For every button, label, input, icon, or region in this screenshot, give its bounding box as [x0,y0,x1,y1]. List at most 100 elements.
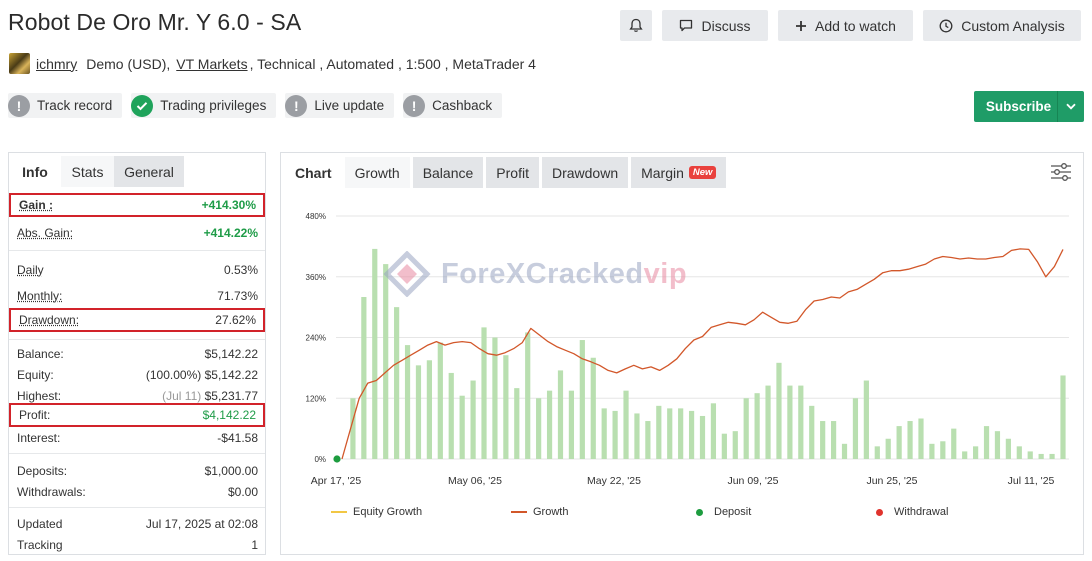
highest-date: (Jul 11) [162,389,202,403]
stat-drawdown: Drawdown: 27.62% [9,308,265,332]
legend-withdrawal[interactable]: Withdrawal [876,506,948,518]
badge-trading-privileges[interactable]: Trading privileges [131,93,277,118]
stat-label[interactable]: Monthly: [17,289,63,303]
growth-line [341,248,1064,460]
growth-bar [688,410,695,459]
growth-bar [973,446,979,459]
legend-label: Equity Growth [353,506,423,518]
stat-label[interactable]: Gain : [19,198,54,212]
equity-percent: (100.00%) [145,368,202,382]
growth-bar [361,297,367,459]
growth-bar [579,340,585,459]
chart-legend: Equity Growth Growth Deposit Withdrawal [281,506,1085,522]
stat-value: Jul 17, 2025 at 02:08 [145,517,258,531]
divider [9,507,265,508]
stat-label: Withdrawals: [17,485,86,499]
badge-cashback[interactable]: ! Cashback [403,93,503,118]
add-to-watch-label: Add to watch [815,17,896,34]
growth-bar [798,385,804,459]
growth-bar [852,398,859,459]
discuss-button[interactable]: Discuss [662,10,768,41]
stat-daily: Daily 0.53% [9,259,265,281]
exclamation-icon: ! [8,94,30,117]
growth-bar [962,451,968,459]
growth-bar [787,385,793,459]
growth-bar [481,327,487,459]
custom-analysis-button[interactable]: Custom Analysis [923,10,1081,41]
stat-value: $5,142.22 [204,368,258,382]
stat-value: $5,231.77 [204,389,258,403]
tab-stats[interactable]: Stats [61,156,114,187]
tab-profit[interactable]: Profit [486,157,539,188]
growth-bar [623,390,629,459]
notification-bell-button[interactable] [620,10,652,41]
growth-bar [514,388,520,459]
stat-label[interactable]: Daily [17,263,44,277]
stat-value: $0.00 [227,485,258,499]
watermark: ForeXCrackedvip [383,251,687,297]
avatar[interactable] [9,53,30,74]
stat-value-group: (Jul 11) $5,231.77 [162,389,258,403]
legend-growth[interactable]: Growth [511,506,568,518]
stat-label[interactable]: Abs. Gain: [17,226,74,240]
badge-label: Track record [37,98,113,113]
badge-track-record[interactable]: ! Track record [8,93,123,118]
username-link[interactable]: ichmry [36,55,78,72]
stat-label: Interest: [17,431,61,445]
growth-bar [448,372,454,459]
chevron-down-icon[interactable] [1057,91,1084,122]
growth-bar [743,398,749,459]
badge-live-update[interactable]: ! Live update [285,93,395,118]
subscribe-button[interactable]: Subscribe [974,91,1084,122]
stat-withdrawals: Withdrawals: $0.00 [9,481,265,503]
tab-balance[interactable]: Balance [412,157,484,188]
growth-bar [1005,438,1011,459]
custom-analysis-label: Custom Analysis [961,17,1065,34]
stat-updated: Updated Jul 17, 2025 at 02:08 [9,513,265,535]
stat-equity: Equity: (100.00%) $5,142.22 [9,364,265,386]
broker-link[interactable]: VT Markets [176,55,248,72]
exclamation-icon: ! [285,94,308,117]
legend-deposit[interactable]: Deposit [696,506,751,518]
add-to-watch-button[interactable]: Add to watch [778,10,913,41]
clock-icon [939,19,953,32]
growth-bar [929,443,935,459]
stat-value: +414.30% [201,198,256,212]
divider [9,339,265,340]
chart-settings-icon[interactable] [1050,162,1072,187]
growth-bar [568,390,575,459]
check-icon [131,94,154,117]
stat-highest: Highest: (Jul 11) $5,231.77 [9,385,265,407]
stat-value: -$41.58 [217,431,258,445]
stats-panel: Info Stats General Gain : +414.30% Abs. … [8,152,266,555]
stat-label[interactable]: Drawdown: [19,313,80,327]
x-tick-label: May 06, '25 [448,475,502,487]
tab-drawdown[interactable]: Drawdown [541,157,629,188]
tab-info[interactable]: Info [9,156,61,187]
tab-chart[interactable]: Chart [285,157,342,188]
growth-bar [667,408,673,459]
chart-tabs: Chart Growth Balance Profit Drawdown Mar… [285,157,727,188]
stat-value: 71.73% [217,289,258,303]
badge-list: ! Track record Trading privileges ! Live… [8,93,503,118]
tab-margin[interactable]: Margin New [631,157,727,188]
growth-bar [601,408,607,459]
tab-general[interactable]: General [114,156,184,187]
growth-bar [820,421,826,459]
tab-growth[interactable]: Growth [344,157,410,188]
page-title: Robot De Oro Mr. Y 6.0 - SA [8,9,302,35]
x-tick-label: Jul 11, '25 [1008,475,1055,487]
stat-label: Updated [17,517,63,531]
discuss-label: Discuss [701,17,751,34]
y-tick-label: 120% [306,394,326,403]
stat-label: Highest: [17,389,62,403]
stat-gain: Gain : +414.30% [9,193,265,217]
growth-bar [863,380,869,459]
new-badge: New [688,166,717,179]
divider [9,250,265,251]
stat-value: +414.22% [203,226,258,240]
growth-bar [372,248,378,459]
growth-bar [492,337,498,459]
growth-bar [1038,453,1044,459]
legend-equity-growth[interactable]: Equity Growth [331,506,422,518]
